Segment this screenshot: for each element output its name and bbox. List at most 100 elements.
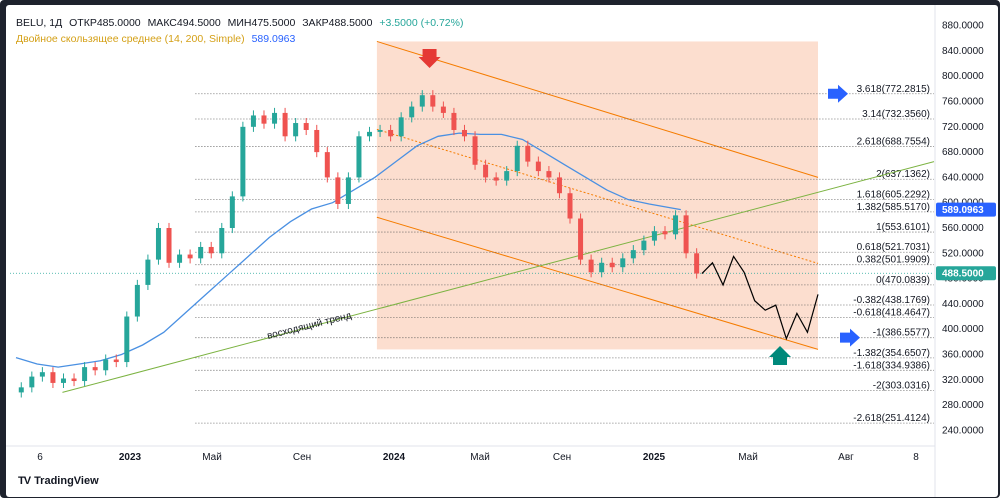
candle-body[interactable]	[92, 367, 98, 371]
candle-body[interactable]	[567, 193, 573, 219]
candle-body[interactable]	[493, 177, 499, 181]
candle-body[interactable]	[514, 145, 520, 172]
price-chart[interactable]: 3.618(772.2815) 3.14(732.3560) 2.618(688.7…	[6, 5, 998, 497]
channel-bottom-line[interactable]	[376, 216, 819, 350]
chart-panel[interactable]: 3.618(772.2815) 3.14(732.3560) 2.618(688.7…	[6, 5, 998, 497]
time-tick: 2024	[383, 452, 406, 463]
candle-body[interactable]	[578, 218, 584, 260]
candle-body[interactable]	[588, 259, 594, 273]
candle-body[interactable]	[630, 250, 636, 259]
fib-level-label: 2(637.1362)	[876, 169, 930, 180]
projection-path[interactable]	[701, 255, 819, 341]
legend-symbol[interactable]: BELU, 1Д	[16, 17, 63, 29]
arrow-right-icon	[840, 328, 860, 347]
candle-body[interactable]	[430, 95, 436, 107]
candle-body[interactable]	[272, 112, 278, 124]
candle-body[interactable]	[440, 106, 446, 113]
candle-body[interactable]	[250, 115, 256, 127]
fib-level-label: -1(386.5577)	[873, 328, 930, 339]
tradingview-logo[interactable]: TV TradingView	[18, 475, 99, 487]
candle-body[interactable]	[29, 376, 35, 388]
legend-row-ma: Двойное скользящее среднее (14, 200, Sim…	[16, 31, 467, 47]
candle-body[interactable]	[673, 215, 679, 235]
candle-body[interactable]	[166, 228, 172, 263]
candle-body[interactable]	[546, 171, 552, 178]
candle-body[interactable]	[71, 378, 77, 382]
candle-body[interactable]	[662, 231, 668, 235]
candle-body[interactable]	[198, 246, 204, 259]
price-tick: 320.0000	[942, 375, 984, 386]
candle-body[interactable]	[388, 129, 394, 137]
fib-level-label: 0.618(521.7031)	[857, 242, 930, 253]
channel-top-line[interactable]	[376, 40, 819, 178]
candle-body[interactable]	[293, 123, 299, 137]
candle-body[interactable]	[282, 112, 288, 137]
fib-level-label: 0(470.0839)	[876, 275, 930, 286]
uptrend-label: восходящий тренд	[266, 310, 353, 342]
candle-body[interactable]	[113, 359, 119, 363]
candle-body[interactable]	[177, 254, 183, 263]
candle-body[interactable]	[367, 131, 373, 137]
candle-body[interactable]	[82, 367, 88, 382]
price-tick: 440.0000	[942, 299, 984, 310]
time-tick: Сен	[293, 452, 311, 463]
ma-label[interactable]: Двойное скользящее среднее (14, 200, Sim…	[16, 33, 245, 45]
candle-body[interactable]	[124, 316, 130, 363]
candle-body[interactable]	[356, 136, 362, 178]
legend-low: МИН475.5000	[227, 17, 296, 29]
uptrend-line[interactable]	[62, 161, 935, 393]
candle-body[interactable]	[208, 246, 214, 254]
candle-body[interactable]	[556, 177, 562, 194]
candle-body[interactable]	[472, 136, 478, 165]
candle-body[interactable]	[641, 240, 647, 251]
candle-body[interactable]	[483, 164, 489, 178]
candle-body[interactable]	[651, 231, 657, 241]
candle-body[interactable]	[409, 106, 415, 118]
candle-body[interactable]	[324, 152, 330, 178]
legend-open: ОТКР485.0000	[69, 17, 141, 29]
candle-body[interactable]	[504, 171, 510, 181]
candle-body[interactable]	[525, 145, 531, 162]
candle-body[interactable]	[461, 129, 467, 137]
candle-body[interactable]	[683, 215, 689, 254]
fib-level-label: -2(303.0316)	[873, 380, 930, 391]
fib-level-label: -0.382(438.1769)	[853, 295, 930, 306]
candle-body[interactable]	[134, 284, 140, 317]
candle-body[interactable]	[18, 387, 24, 393]
candle-body[interactable]	[145, 259, 151, 285]
candle-body[interactable]	[50, 372, 56, 383]
candle-body[interactable]	[398, 117, 404, 137]
candle-body[interactable]	[240, 126, 246, 197]
time-tick: 2023	[119, 452, 142, 463]
price-tick: 680.0000	[942, 147, 984, 158]
price-tick: 640.0000	[942, 172, 984, 183]
last-price-tag-bg	[936, 266, 996, 281]
legend-close: ЗАКР488.5000	[302, 17, 373, 29]
candle-body[interactable]	[187, 254, 193, 259]
candle-body[interactable]	[609, 262, 615, 268]
candle-body[interactable]	[261, 115, 267, 124]
candle-body[interactable]	[314, 129, 320, 153]
candle-body[interactable]	[377, 129, 383, 132]
tradingview-icon: TV	[18, 475, 31, 487]
ma-value: 589.0963	[251, 33, 296, 45]
fib-level-label: 0.382(501.9909)	[857, 255, 930, 266]
candle-body[interactable]	[620, 258, 626, 268]
candle-body[interactable]	[535, 161, 541, 172]
candle-body[interactable]	[451, 112, 457, 130]
candle-body[interactable]	[60, 378, 66, 383]
candle-body[interactable]	[39, 372, 45, 377]
legend-change: +3.5000 (+0.72%)	[379, 17, 464, 29]
candle-body[interactable]	[694, 253, 700, 274]
candle-body[interactable]	[219, 228, 225, 254]
candle-body[interactable]	[229, 196, 235, 228]
candle-body[interactable]	[599, 262, 605, 273]
candle-body[interactable]	[345, 177, 351, 204]
candle-body[interactable]	[155, 228, 161, 260]
legend-high: МАКС494.5000	[147, 17, 221, 29]
candle-body[interactable]	[419, 95, 425, 107]
fib-level-label: -1.618(334.9386)	[853, 360, 930, 371]
candle-body[interactable]	[335, 177, 341, 204]
candle-body[interactable]	[303, 123, 309, 130]
candle-body[interactable]	[103, 359, 109, 371]
